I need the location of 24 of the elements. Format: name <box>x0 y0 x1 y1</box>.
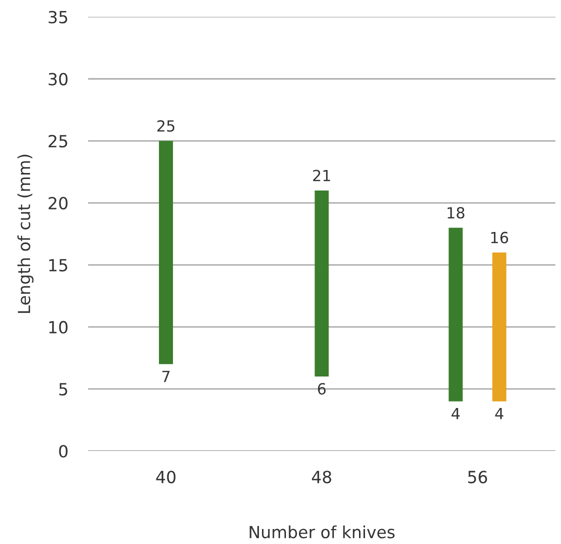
y-tick-label: 10 <box>49 320 68 334</box>
annotation: 4 <box>452 408 460 420</box>
annotation: 6 <box>318 383 326 395</box>
y-tick-label: 0 <box>59 444 68 458</box>
y-tick-label: 15 <box>49 259 68 272</box>
x-axis-title: Number of knives <box>250 525 395 538</box>
bar <box>492 252 506 402</box>
y-axis-title: Length of cut (mm) <box>17 154 34 313</box>
y-tick-label: 5 <box>59 383 68 396</box>
data-label: 16 <box>491 232 508 244</box>
x-tick-label: 48 <box>312 470 332 484</box>
data-label: 21 <box>313 170 330 182</box>
annotation: 7 <box>162 370 170 382</box>
y-tick-label: 20 <box>48 196 68 210</box>
annotation: 4 <box>495 408 504 420</box>
y-tick-label: 30 <box>48 72 68 86</box>
data-label: 25 <box>157 120 174 132</box>
data-label: 18 <box>448 207 464 219</box>
x-tick-label: 40 <box>156 470 176 484</box>
y-tick-label: 35 <box>48 10 68 24</box>
x-tick-label: 56 <box>468 470 488 484</box>
bar <box>158 140 173 364</box>
y-tick-label: 25 <box>48 134 68 148</box>
bar <box>448 228 463 402</box>
